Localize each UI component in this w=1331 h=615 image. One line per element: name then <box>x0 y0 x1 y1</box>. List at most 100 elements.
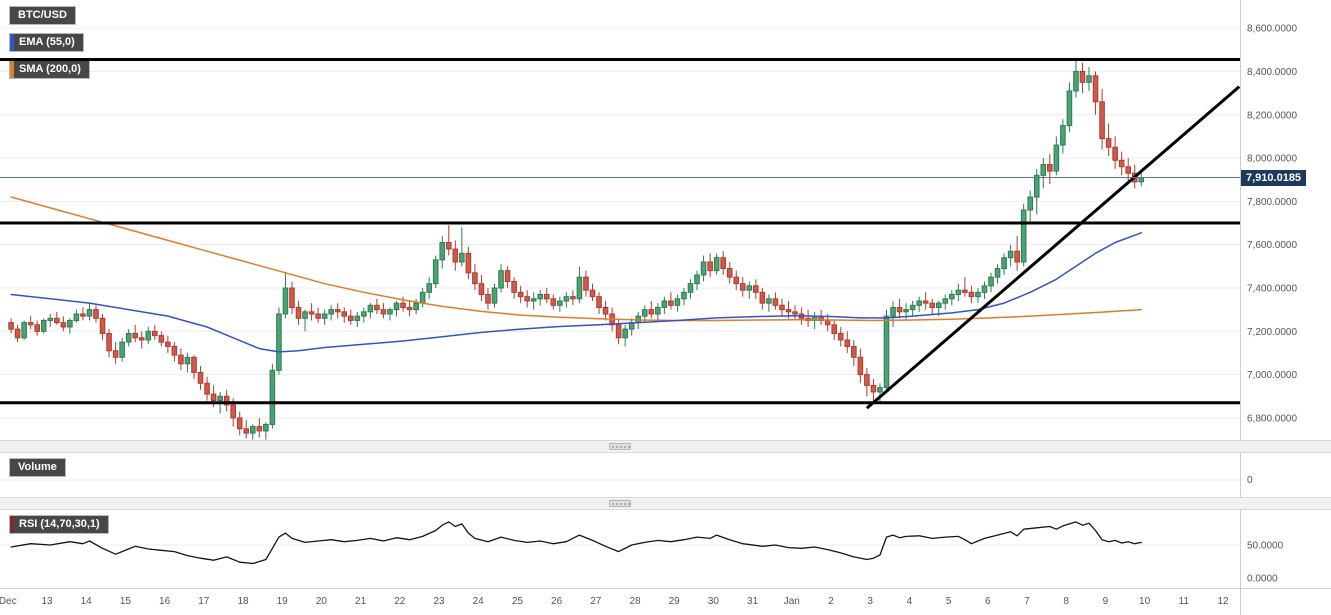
time-axis-label: 20 <box>316 596 328 607</box>
candle <box>759 291 766 304</box>
candle <box>485 293 491 304</box>
candle <box>302 311 308 319</box>
candle <box>387 309 393 315</box>
ema-indicator-badge[interactable]: EMA (55,0) <box>10 34 83 51</box>
candle <box>217 395 223 402</box>
candle <box>766 298 772 304</box>
candle <box>445 242 452 250</box>
candle <box>289 287 295 308</box>
panel-resize-handle[interactable] <box>609 500 631 507</box>
price-axis-label: 6,800.0000 <box>1247 413 1297 424</box>
candle <box>994 268 1001 278</box>
candle <box>432 259 439 285</box>
candle <box>557 300 563 306</box>
time-axis-label: 4 <box>907 596 913 607</box>
candle <box>367 304 374 313</box>
candle <box>674 298 681 306</box>
symbol-badge[interactable]: BTC/USD <box>10 7 75 24</box>
rsi-indicator-badge[interactable]: RSI (14,70,30,1) <box>10 516 108 533</box>
volume-indicator-badge[interactable]: Volume <box>10 459 65 476</box>
candle <box>707 261 713 272</box>
candle <box>1040 164 1047 176</box>
panel-separator <box>0 440 1331 453</box>
candle <box>439 242 446 261</box>
candle <box>472 272 478 285</box>
candle <box>792 311 798 315</box>
candle <box>1001 257 1007 270</box>
candle <box>321 313 328 319</box>
candle <box>1020 209 1027 263</box>
candle <box>687 283 694 293</box>
candle <box>622 328 628 339</box>
candle <box>184 356 191 365</box>
candle <box>295 306 302 319</box>
candle <box>1118 159 1125 168</box>
candle <box>511 280 517 293</box>
candle <box>158 335 165 343</box>
price-axis-label: 7,600.0000 <box>1247 240 1297 251</box>
time-axis-label: 18 <box>237 596 249 607</box>
candle <box>374 304 380 311</box>
time-axis-label: 13 <box>41 596 53 607</box>
time-axis-label: 29 <box>669 596 681 607</box>
candle <box>550 298 557 306</box>
candle <box>543 293 550 300</box>
candle <box>589 289 596 298</box>
candle <box>1014 250 1020 263</box>
candle <box>1086 75 1092 83</box>
candle <box>498 270 504 289</box>
price-axis-label: 7,200.0000 <box>1247 327 1297 338</box>
candle <box>772 298 779 306</box>
candle <box>857 356 864 376</box>
candle <box>1047 164 1053 172</box>
candle <box>40 319 47 332</box>
candle <box>929 302 936 308</box>
candle <box>347 315 354 321</box>
candle <box>537 293 544 300</box>
candle <box>138 337 145 341</box>
volume-axis[interactable]: 0 <box>1247 475 1253 486</box>
candle <box>916 300 922 306</box>
rsi-axis[interactable]: 50.0000 0.0000 <box>1247 541 1284 585</box>
sma-line <box>10 196 1143 322</box>
candle <box>145 330 152 341</box>
candle <box>27 322 34 326</box>
candle <box>243 428 250 434</box>
ascending-trendline[interactable] <box>865 85 1241 410</box>
candle <box>909 304 916 311</box>
candles-layer <box>8 60 1145 440</box>
ema-line <box>10 232 1143 353</box>
time-axis-label: 19 <box>277 596 289 607</box>
candle <box>851 345 857 358</box>
candle <box>1125 166 1132 174</box>
candle <box>615 324 622 339</box>
panel-resize-handle[interactable] <box>609 443 631 450</box>
candle <box>713 257 720 272</box>
candle <box>60 322 67 328</box>
candle <box>73 313 80 321</box>
price-axis[interactable]: 8,600.0000 8,400.0000 8,200.0000 8,000.0000… <box>1247 24 1297 425</box>
candle <box>210 393 217 402</box>
price-axis-label: 8,400.0000 <box>1247 67 1297 78</box>
time-axis-label: 27 <box>590 596 602 607</box>
candle <box>256 426 263 432</box>
time-axis-label: 3 <box>867 596 873 607</box>
candle <box>426 283 432 293</box>
candle <box>576 276 583 300</box>
candle <box>896 306 903 313</box>
candle <box>112 350 119 358</box>
candle <box>1112 146 1118 161</box>
time-axis[interactable]: Dec 13 14 15 16 17 18 19 20 21 22 23 24 25 26 27 28 29 30 3… <box>0 596 1229 607</box>
candle <box>230 404 236 419</box>
candle <box>779 304 785 311</box>
candle <box>831 324 838 334</box>
sma-indicator-badge[interactable]: SMA (200,0) <box>10 61 89 78</box>
time-axis-label: Jan <box>784 596 800 607</box>
price-axis-label: 8,000.0000 <box>1247 154 1297 165</box>
time-axis-label: 24 <box>473 596 485 607</box>
candle <box>1007 250 1014 259</box>
candle <box>315 313 321 319</box>
candle <box>478 283 485 295</box>
